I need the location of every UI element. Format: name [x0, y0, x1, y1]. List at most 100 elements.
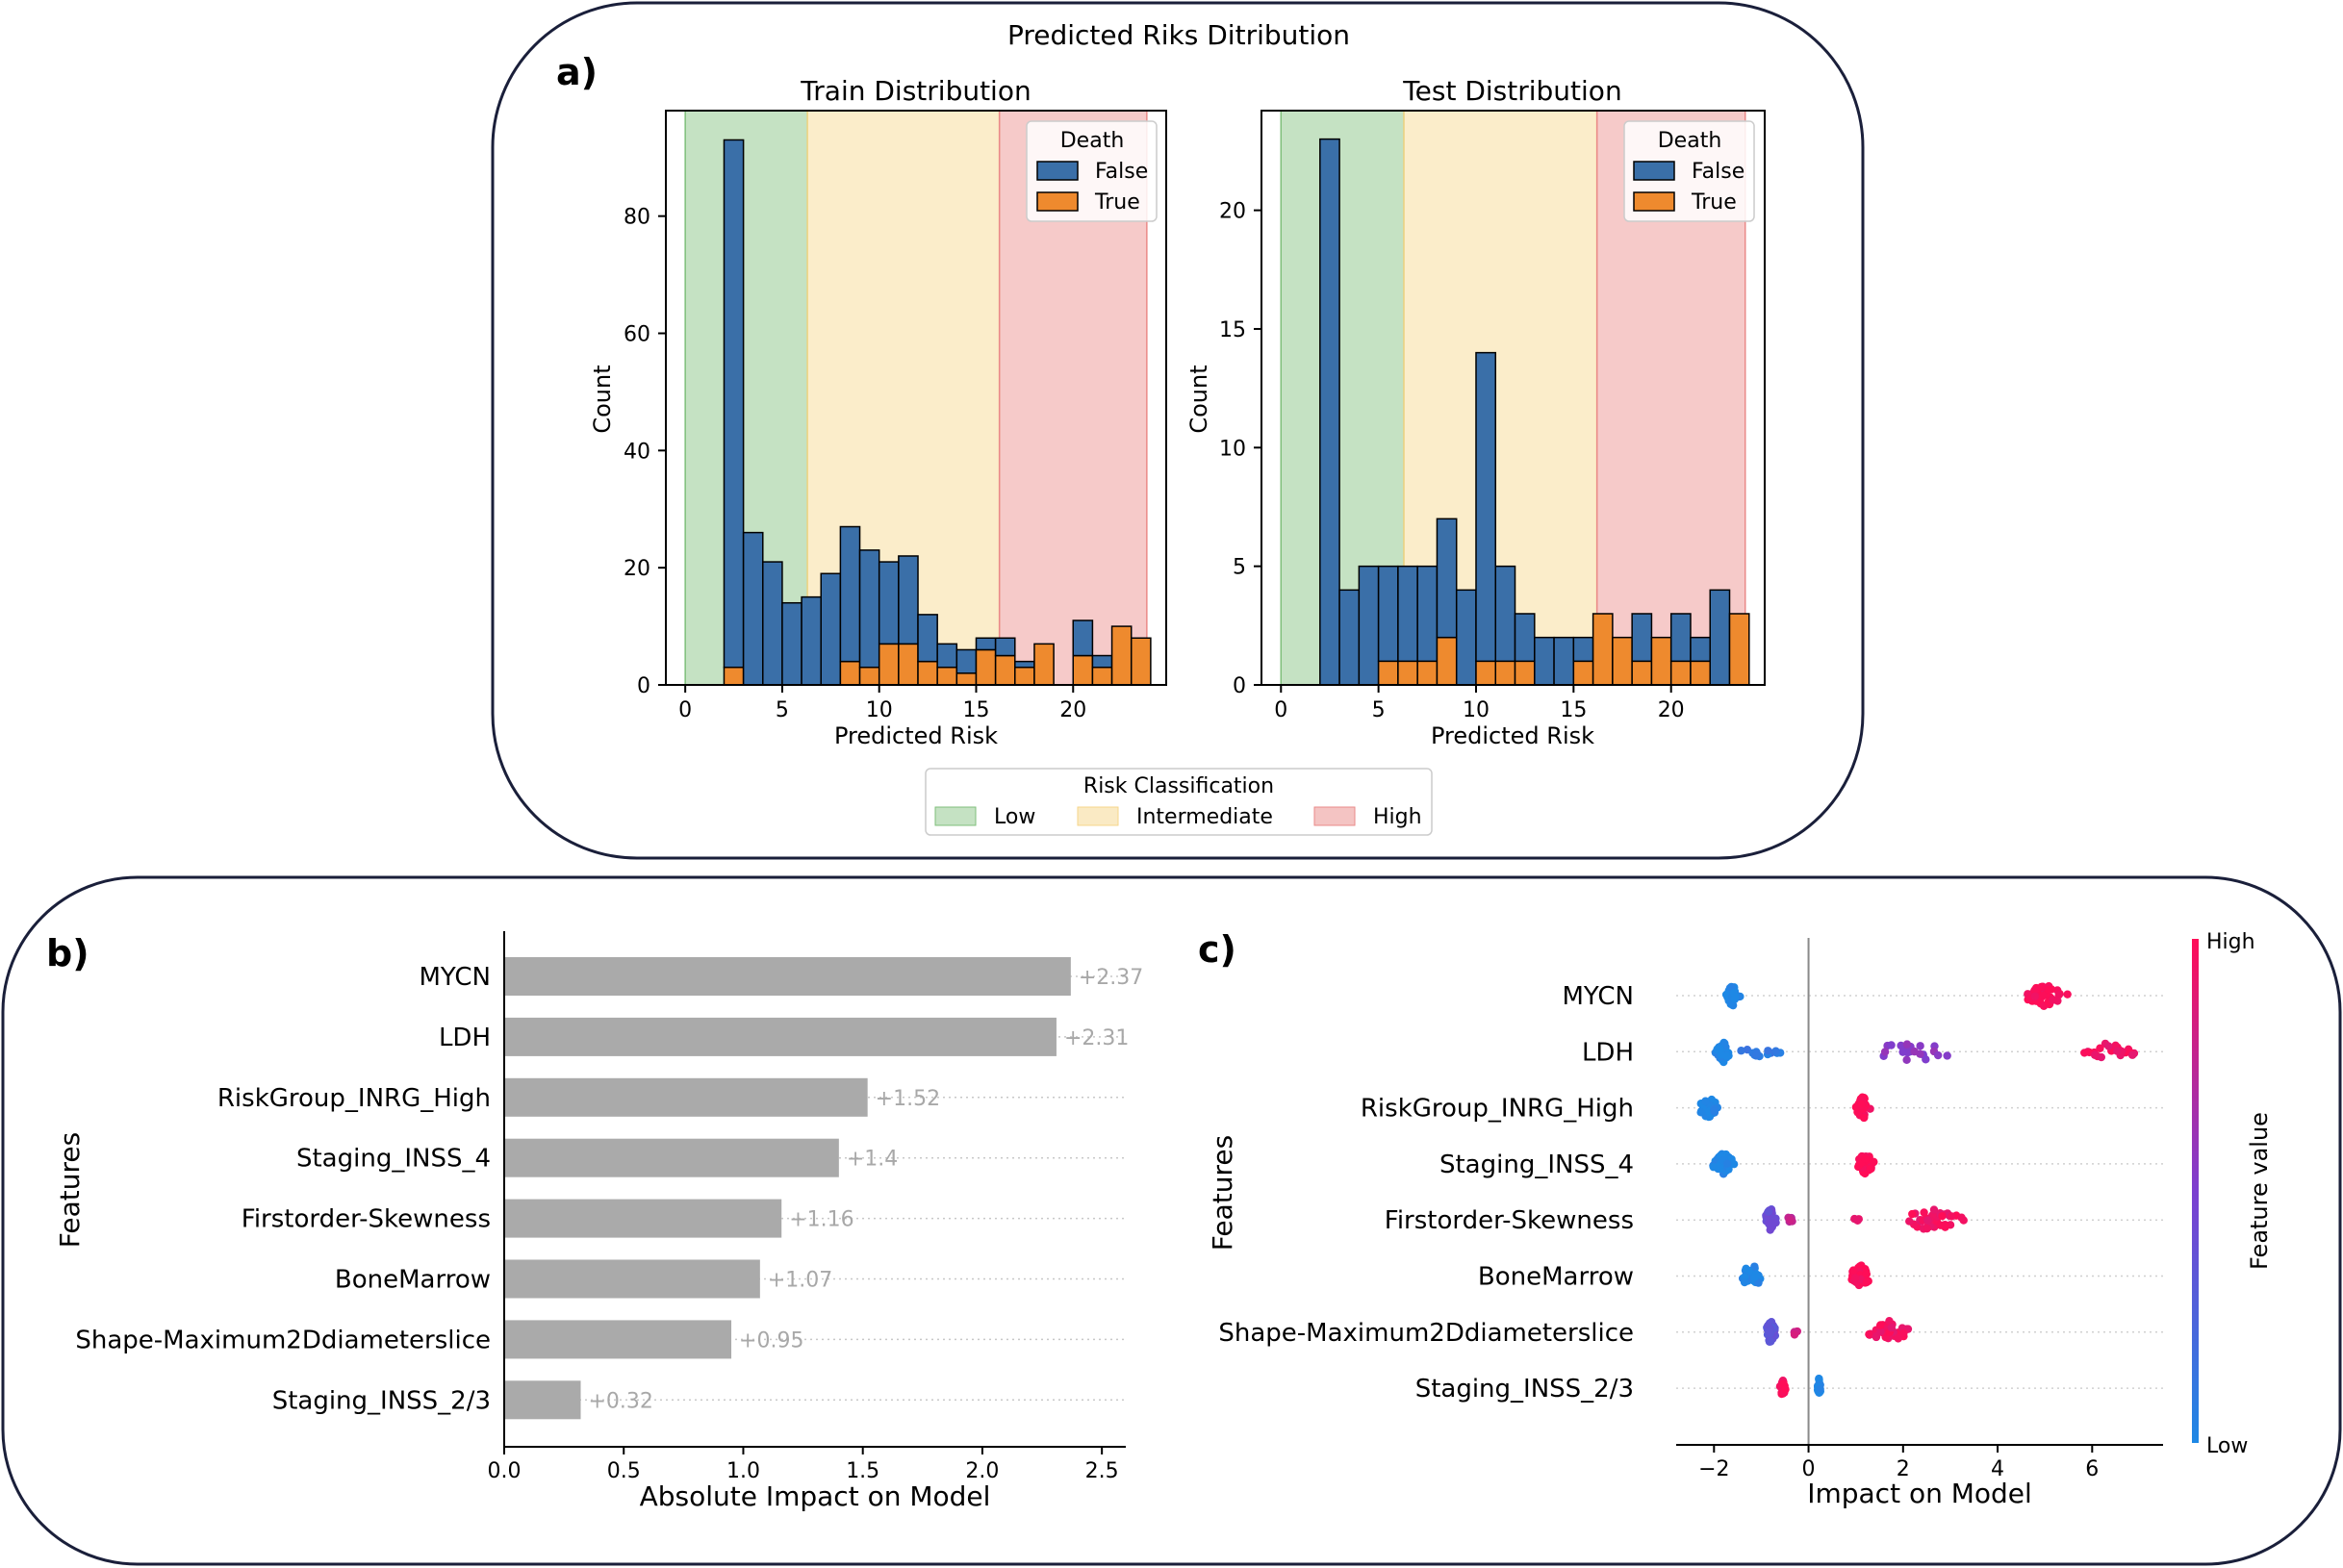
- train-bar-false: [955, 648, 978, 674]
- train-axes-frame: [665, 110, 1167, 686]
- test-bar-false: [1709, 589, 1731, 686]
- c-shap-point: [1947, 1212, 1956, 1221]
- b-feature-label: BoneMarrow: [335, 1266, 491, 1295]
- b-feature-label: Firstorder-Skewness: [242, 1205, 491, 1234]
- c-feature-labels: MYCN LDH RiskGroup_INRG_High Staging_INSS_4…: [1218, 982, 1634, 1404]
- b-feature-label: LDH: [439, 1024, 491, 1052]
- test-bar-true: [1494, 660, 1516, 686]
- b-x-tick-label: 0.5: [607, 1459, 641, 1483]
- c-shap-point: [1898, 1048, 1907, 1056]
- c-shap-point: [2127, 1050, 2137, 1059]
- b-bar: [504, 1199, 782, 1238]
- test-y-tick-label: 15: [1219, 318, 1246, 342]
- c-shap-point: [1861, 1154, 1870, 1163]
- c-shap-point: [1764, 1207, 1772, 1217]
- c-shap-point: [1857, 1100, 1866, 1109]
- c-shap-point: [1701, 1097, 1710, 1105]
- test-bar-false: [1572, 636, 1594, 663]
- train-y-tick-label: 80: [624, 206, 650, 230]
- train-bar-false: [742, 531, 764, 686]
- c-shap-point: [1916, 1042, 1924, 1050]
- c-shap-point: [1902, 1055, 1911, 1065]
- test-bar-false: [1416, 565, 1439, 663]
- c-x-tick-label: 0: [1802, 1457, 1816, 1481]
- train-bar-true: [858, 666, 880, 686]
- test-bar-true: [1669, 660, 1692, 686]
- test-bar-false: [1534, 636, 1555, 686]
- b-feature-label: Staging_INSS_4: [296, 1145, 491, 1174]
- c-feature-label: RiskGroup_INRG_High: [1361, 1095, 1634, 1124]
- test-bar-false: [1553, 636, 1575, 686]
- train-bar-false: [801, 595, 822, 686]
- test-bar-false: [1494, 565, 1516, 663]
- train-bar-true: [936, 666, 958, 686]
- train-legend-false-label: False: [1095, 160, 1148, 184]
- c-shap-point: [1938, 1211, 1947, 1221]
- c-feature-label: LDH: [1582, 1038, 1634, 1067]
- train-legend-true-swatch: [1036, 191, 1079, 212]
- c-shap-point: [2063, 990, 2072, 999]
- test-bar-true: [1416, 660, 1439, 686]
- c-shap-point: [1722, 1051, 1731, 1060]
- panel-c-label: c): [1198, 928, 1236, 971]
- test-bar-true: [1397, 660, 1418, 686]
- train-legend-title: Death: [1060, 129, 1125, 153]
- c-shap-point: [1943, 1051, 1951, 1060]
- test-bar-false: [1436, 518, 1458, 639]
- test-bar-true: [1631, 660, 1653, 686]
- train-x-label: Predicted Risk: [834, 722, 998, 749]
- c-shap-point: [1848, 1266, 1858, 1275]
- c-shap-point: [1850, 1274, 1860, 1282]
- c-x-tick-label: 2: [1897, 1457, 1910, 1481]
- c-shap-point: [1862, 1277, 1872, 1287]
- test-x-ticks: 0 5 10 15 20: [1274, 685, 1685, 722]
- b-value-label: +2.37: [1079, 966, 1143, 990]
- c-shap-point: [1766, 1226, 1774, 1234]
- train-bar-true: [975, 648, 997, 686]
- train-bar-false: [1014, 660, 1035, 669]
- test-bar-false: [1338, 589, 1361, 686]
- test-subplot: 0 5 10 15 20 0 5 10 15 20 Test Distribution Pred…: [1185, 75, 1766, 749]
- c-shap-point: [1860, 1113, 1869, 1122]
- train-legend: Death False True: [1026, 120, 1158, 222]
- risk-legend-low-label: Low: [994, 805, 1035, 829]
- c-shap-point: [1709, 1162, 1718, 1172]
- b-x-tick-label: 0.0: [488, 1459, 522, 1483]
- test-legend-false-swatch: [1633, 161, 1675, 181]
- train-bar-false: [858, 549, 880, 669]
- b-value-label: +1.07: [768, 1269, 832, 1293]
- train-bar-false: [994, 637, 1016, 657]
- test-bar-true: [1592, 613, 1614, 686]
- b-bars: +2.37 +2.31 +1.52 +1.4 +1.16 +1.07 +0.95 +0.32: [504, 957, 1143, 1420]
- train-bar-true: [1130, 637, 1152, 686]
- test-bar-false: [1319, 138, 1340, 686]
- c-shap-point: [1887, 1324, 1896, 1332]
- c-shap-point: [1897, 1041, 1905, 1050]
- c-shap-point: [1853, 1216, 1862, 1225]
- c-shap-point: [1722, 1159, 1732, 1168]
- b-value-label: +0.32: [589, 1389, 653, 1413]
- c-shap-point: [2037, 982, 2046, 992]
- train-title: Train Distribution: [800, 75, 1031, 107]
- colorbar: High Low Feature value: [2192, 930, 2273, 1458]
- c-shap-point: [1899, 1328, 1908, 1338]
- test-bar-false: [1377, 565, 1399, 663]
- b-bar: [504, 1017, 1057, 1056]
- test-bar-true: [1728, 613, 1750, 686]
- test-bar-true: [1514, 660, 1536, 686]
- b-y-label: Features: [54, 1132, 86, 1248]
- train-bar-false: [723, 139, 745, 669]
- train-bar-true: [955, 672, 978, 686]
- c-shap-point: [2049, 996, 2057, 1004]
- c-shap-point: [2044, 985, 2053, 994]
- panel-b-label: b): [46, 932, 89, 974]
- c-shap-point: [1910, 1047, 1919, 1056]
- c-shap-point: [1710, 1107, 1719, 1116]
- b-feature-label: Shape-Maximum2Ddiameterslice: [75, 1326, 491, 1354]
- train-bar-false: [781, 601, 802, 686]
- c-shap-point: [1816, 1384, 1824, 1394]
- train-bar-false: [839, 525, 861, 663]
- test-bar-false: [1514, 613, 1536, 663]
- c-shap-point: [1713, 1045, 1722, 1053]
- c-shap-point: [1730, 995, 1739, 1003]
